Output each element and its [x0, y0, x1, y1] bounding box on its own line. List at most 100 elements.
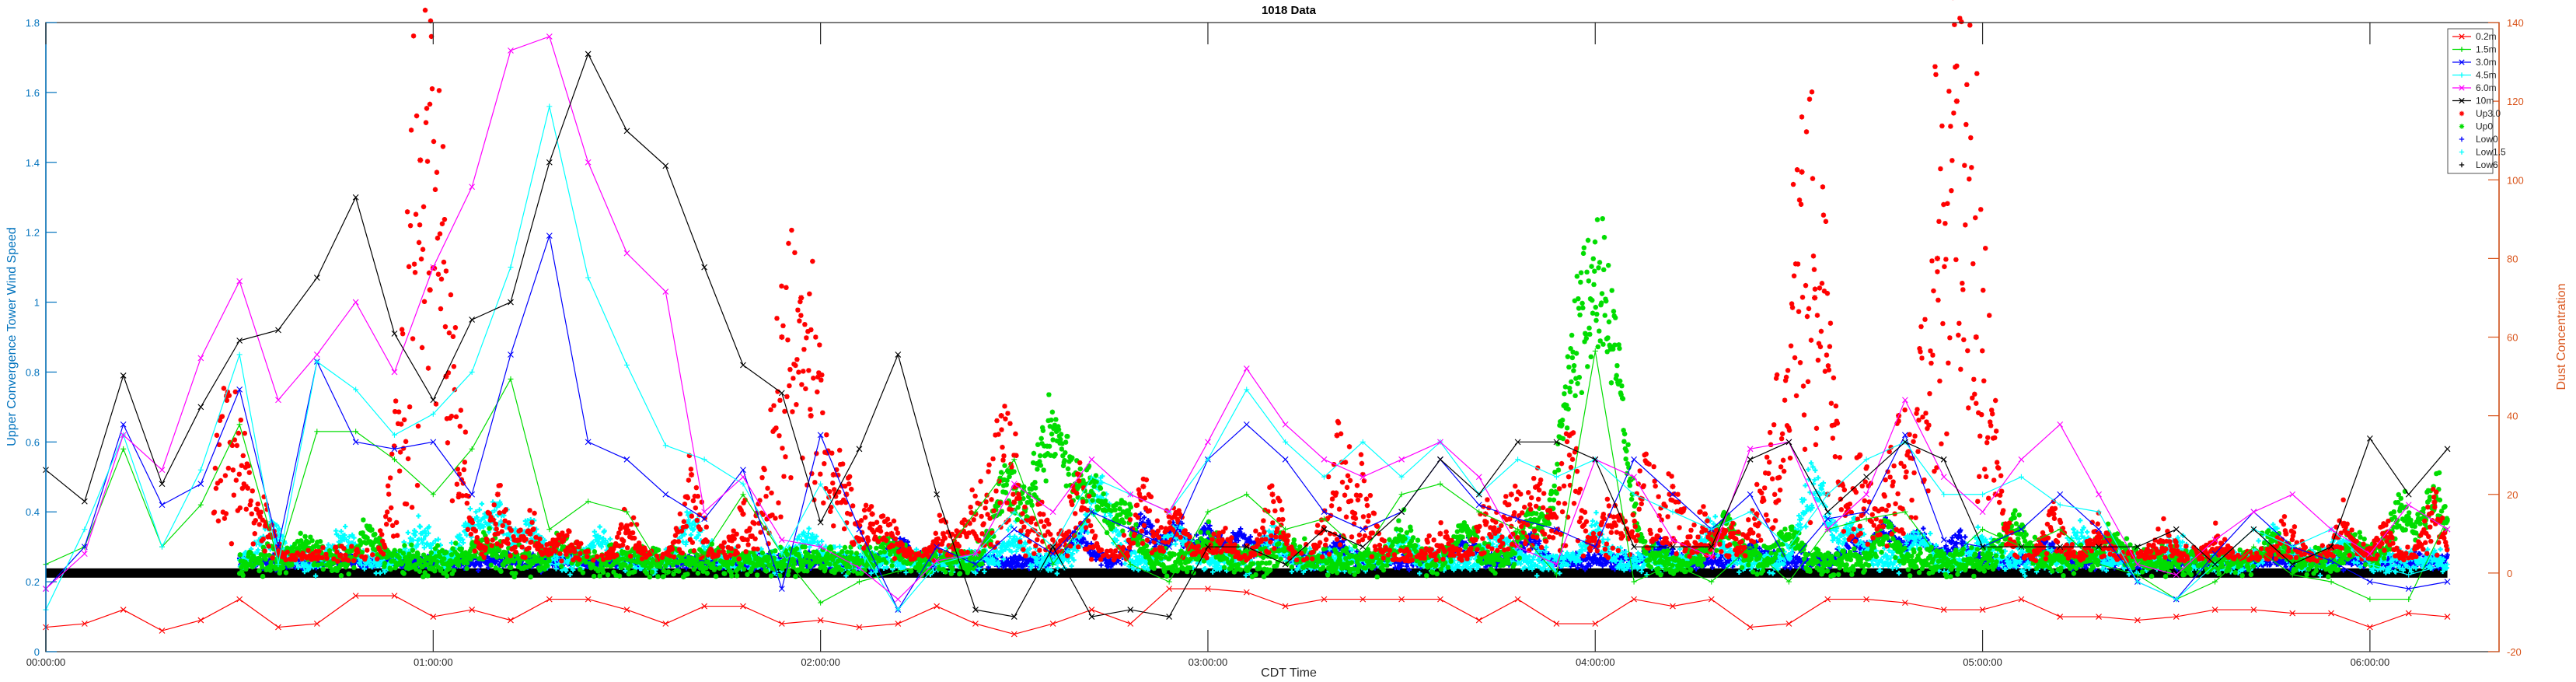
series-0-2m-point [197, 617, 204, 624]
series-6-0m-point [2367, 551, 2373, 558]
series-10m-point [1824, 509, 1831, 516]
series-0-2m-point [2096, 614, 2102, 620]
series-6-0m-point [197, 355, 204, 362]
series-4-5m-point [818, 481, 824, 487]
legend-label: 0.2m [2476, 31, 2497, 42]
series-1-5m-point [2057, 526, 2063, 533]
series-4-5m-point [1011, 509, 1017, 515]
series-0-2m-point [2405, 610, 2412, 617]
series-10m-point [508, 299, 514, 306]
series-0-2m-point [81, 621, 88, 627]
series-0-2m-point [313, 621, 320, 627]
series-0-2m-point [1011, 631, 1017, 638]
series-1-5m-point [1283, 526, 1289, 533]
x-tick-label: 02:00:00 [801, 656, 840, 668]
series-10m-point [662, 163, 669, 170]
series-3-0m-point [701, 516, 708, 523]
series-4-5m-point [740, 481, 746, 487]
series-4-5m-point [779, 551, 785, 557]
series-4-5m-point [2289, 544, 2295, 550]
series-6-0m-point [1398, 456, 1405, 463]
series-3-0m-point [1631, 456, 1637, 463]
series-3-0m-point [1049, 551, 1056, 558]
right-y-tick-label: 100 [2507, 174, 2524, 186]
series-3-0m-point [856, 526, 863, 533]
series-3-0m-point [2405, 586, 2412, 592]
right-y-tick-label: 120 [2507, 96, 2524, 107]
series-10m-point [2328, 544, 2334, 551]
series-4-5m-point [934, 561, 940, 568]
legend-label: Up3.0 [2476, 108, 2501, 119]
series-6-0m-point [1824, 526, 1831, 533]
series-4-5m-point [1824, 491, 1831, 498]
series-0-2m-point [391, 593, 398, 599]
series-10m-point [275, 327, 281, 334]
series-1-5m-point [1785, 579, 1792, 585]
series-1-5m-point [1592, 348, 1598, 354]
series-10m-point [934, 491, 941, 498]
series-4-5m-point [2445, 561, 2451, 568]
series-10m-point [2289, 561, 2296, 568]
series-10m-point [623, 128, 630, 135]
series-0-2m-point [1321, 596, 1328, 603]
series-3-0m-point [1360, 526, 1367, 533]
series-1-5m-point [662, 572, 668, 578]
series-10m-point [1360, 544, 1367, 551]
series-3-0m-point [430, 439, 437, 446]
series-1-5m-point [2367, 596, 2373, 603]
legend-swatch-marker [2459, 110, 2465, 117]
series-10m-point [2405, 491, 2412, 498]
legend-swatch-marker [2459, 47, 2465, 52]
series-3-0m-point [740, 467, 746, 474]
series-3-0m-point [972, 561, 979, 568]
series-10m-point [1243, 544, 1250, 551]
series-0-2m-point [1592, 621, 1599, 627]
series-0-2m-point [701, 603, 708, 610]
x-tick-label: 03:00:00 [1189, 656, 1228, 668]
series-0-2m-point [1205, 586, 1211, 592]
right-y-tick-label: 140 [2507, 17, 2524, 29]
series-4-5m [43, 103, 2451, 613]
series-3-0m-point [1321, 509, 1328, 516]
series-6-0m-point [817, 544, 824, 551]
series-10m-point [313, 275, 320, 281]
series-10m-point [895, 351, 902, 358]
series-1-5m-point [236, 421, 243, 428]
series-4-5m-point [159, 544, 165, 550]
series-0-2m-point [1243, 589, 1250, 596]
series-4-5m-point [1515, 456, 1521, 463]
series-6-0m-point [623, 250, 630, 257]
series-1-5m-point [1902, 509, 1908, 515]
series-10m [43, 51, 2451, 620]
series-4-5m-point [1670, 509, 1676, 515]
series-6-0m-point [895, 596, 902, 603]
series-10m-point [1670, 544, 1676, 551]
series-3-0m-point [1785, 561, 1792, 568]
series-1-5m-point [391, 456, 397, 463]
series-0-2m-point [895, 621, 902, 627]
series-0-2m-point [1747, 624, 1754, 631]
series-1-5m-point [314, 428, 320, 435]
series-10m-point [1863, 474, 1869, 481]
ticks-layer: 00:00:00 01:00:00 02:00:00 03:00:00 04:00:00… [26, 17, 2524, 668]
series-4-5m-point [391, 432, 397, 438]
series-10m-point [120, 372, 127, 379]
series-1-5m-point [2445, 516, 2451, 522]
series-6-0m-point [2250, 509, 2257, 516]
series-6-0m-point [2328, 526, 2334, 533]
series-10m-point [1475, 491, 1482, 498]
series-6-0m-point [934, 558, 941, 565]
series-0-2m-point [1553, 621, 1560, 627]
series-6-0m-point [546, 33, 553, 40]
series-0-2m-point [1398, 596, 1405, 603]
series-10m-point [2173, 526, 2180, 533]
series-0-2m-point [1127, 621, 1134, 627]
series-10m-point [817, 519, 824, 526]
right-y-tick-label: 0 [2507, 568, 2512, 579]
series-4-5m-point [1283, 439, 1289, 445]
series-4-5m-point [1980, 491, 1986, 498]
series-0-2m [43, 586, 2451, 638]
series-3-0m-point [1747, 491, 1754, 498]
series-6-0m-point [1243, 365, 1250, 372]
series-0-2m-point [2289, 610, 2296, 617]
